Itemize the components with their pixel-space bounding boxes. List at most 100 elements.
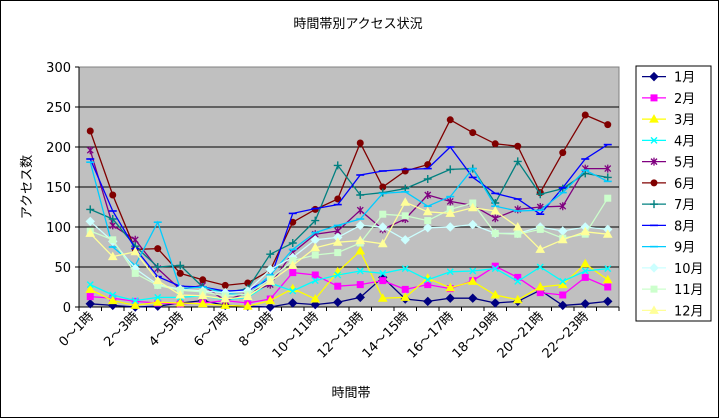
data-point (356, 281, 364, 289)
data-point (580, 258, 591, 268)
data-point (377, 293, 388, 302)
data-point (85, 216, 95, 227)
data-point (311, 251, 319, 259)
data-point (559, 202, 567, 211)
data-point (334, 249, 342, 257)
legend-entry: 9月 (642, 241, 695, 256)
data-point (310, 242, 321, 252)
data-point (334, 195, 342, 203)
data-point (109, 191, 117, 199)
y-tick-label: 100 (46, 221, 71, 236)
data-point (265, 295, 276, 305)
data-point (199, 276, 207, 284)
data-point (469, 129, 477, 137)
data-point (265, 276, 276, 285)
data-point (356, 191, 365, 199)
data-point (536, 190, 545, 199)
data-point (401, 265, 409, 273)
data-point (581, 267, 589, 275)
data-point (604, 283, 612, 291)
data-point (490, 289, 501, 299)
series-3 (85, 245, 613, 310)
data-point (220, 300, 231, 309)
x-tick-label: 22～23時 (540, 309, 592, 361)
data-point (265, 264, 275, 275)
data-point (559, 291, 567, 299)
data-point (86, 281, 94, 289)
data-point (242, 301, 253, 310)
data-point (445, 282, 456, 292)
data-point (604, 121, 612, 129)
data-point (491, 265, 499, 273)
data-point (86, 127, 94, 135)
data-point (424, 191, 432, 199)
data-point (86, 146, 94, 155)
legend-entry: 12月 (642, 304, 704, 319)
legend-entry: 2月 (642, 92, 695, 107)
y-tick-label: 50 (54, 261, 71, 276)
data-point (86, 205, 95, 214)
legend-entry: 8月 (642, 219, 695, 234)
data-point (379, 269, 387, 277)
data-point (242, 291, 253, 301)
data-point (581, 111, 589, 119)
data-point (491, 229, 499, 237)
legend-label: 11月 (674, 283, 704, 298)
data-point (355, 292, 365, 303)
legend-marker (649, 114, 659, 123)
legend-label: 1月 (674, 71, 695, 86)
x-axis-label: 時間帯 (331, 386, 370, 401)
data-point (311, 271, 319, 279)
data-point (175, 289, 186, 299)
data-point (580, 299, 590, 309)
legend-marker (650, 136, 658, 144)
data-point (535, 244, 546, 253)
chart-title: 時間帯別アクセス状況 (293, 17, 422, 32)
data-point (289, 269, 297, 277)
data-point (535, 281, 546, 291)
x-tick-label: 2～3時 (101, 309, 142, 350)
data-point (379, 277, 387, 285)
x-tick-label: 18～19時 (450, 309, 502, 361)
data-point (400, 197, 411, 206)
data-point (446, 165, 455, 174)
y-tick-label: 150 (46, 181, 71, 196)
data-point (401, 285, 409, 293)
legend-label: 7月 (674, 198, 695, 213)
data-point (604, 164, 612, 173)
data-point (423, 223, 433, 233)
series-line (89, 201, 608, 300)
legend-label: 8月 (674, 219, 695, 234)
data-point (130, 246, 141, 256)
y-axis-label: アクセス数 (20, 155, 35, 219)
legend-label: 6月 (674, 177, 695, 192)
legend-entry: 10月 (642, 262, 704, 277)
data-point (287, 260, 298, 269)
data-point (333, 297, 343, 307)
x-tick-label: 16～17時 (405, 309, 457, 361)
data-point (400, 235, 410, 245)
data-point (310, 293, 321, 303)
data-point (604, 194, 612, 202)
legend-entry: 5月 (642, 156, 695, 171)
x-tick-label: 6～7時 (191, 309, 232, 350)
data-point (355, 220, 365, 231)
data-point (468, 219, 478, 230)
data-point (130, 300, 141, 309)
data-point (131, 297, 139, 305)
data-point (334, 271, 342, 279)
x-tick-label: 20～21時 (495, 309, 547, 361)
legend-marker (649, 263, 659, 273)
data-point (153, 263, 162, 271)
data-point (221, 281, 229, 289)
x-tick-label: 12～13時 (315, 309, 367, 361)
data-point (356, 139, 364, 147)
legend-entry: 3月 (642, 113, 695, 128)
x-tick-label: 14～15時 (360, 309, 412, 361)
legend-label: 2月 (674, 92, 695, 107)
legend-entry: 11月 (642, 283, 704, 298)
legend-entry: 7月 (642, 198, 695, 213)
data-point (176, 261, 185, 270)
legend-marker (650, 179, 658, 187)
data-point (85, 228, 96, 237)
